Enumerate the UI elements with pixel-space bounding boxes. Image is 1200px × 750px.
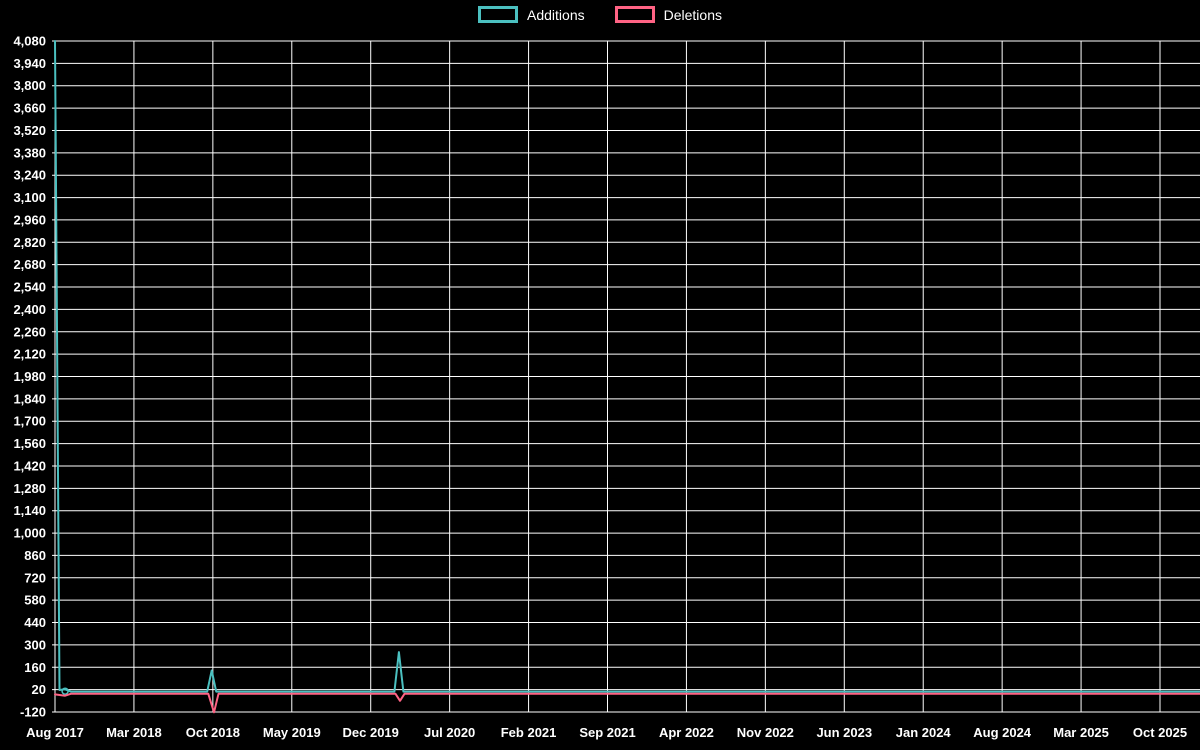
y-axis-tick-label: 3,660 (13, 101, 46, 116)
x-axis-tick-label: Apr 2022 (659, 725, 714, 740)
y-axis-tick-label: 2,400 (13, 302, 46, 317)
x-axis-tick-label: Jul 2020 (424, 725, 475, 740)
series-line-additions[interactable] (54, 40, 1200, 693)
y-axis-tick-label: 3,940 (13, 56, 46, 71)
y-axis-tick-label: 300 (24, 637, 46, 652)
x-axis-tick-label: Oct 2025 (1133, 725, 1187, 740)
y-axis-tick-label: 160 (24, 660, 46, 675)
y-axis-tick-label: 3,800 (13, 78, 46, 93)
y-axis-tick-label: 2,120 (13, 347, 46, 362)
x-axis-tick-label: Jan 2024 (896, 725, 952, 740)
x-axis-tick-label: Mar 2018 (106, 725, 162, 740)
legend-item-additions[interactable]: Additions (478, 6, 585, 23)
additions-swatch (478, 6, 519, 23)
x-axis-tick-label: Oct 2018 (186, 725, 240, 740)
legend-item-deletions[interactable]: Deletions (614, 6, 722, 23)
y-axis-tick-label: 2,260 (13, 324, 46, 339)
x-axis-tick-label: Aug 2024 (973, 725, 1032, 740)
x-axis-tick-label: Aug 2017 (26, 725, 84, 740)
deletions-swatch (614, 6, 655, 23)
y-axis-tick-label: 20 (32, 682, 46, 697)
y-axis-tick-label: 580 (24, 593, 46, 608)
y-axis-tick-label: 1,000 (13, 526, 46, 541)
x-axis-tick-label: Feb 2021 (501, 725, 557, 740)
y-axis-tick-label: 3,520 (13, 123, 46, 138)
y-axis-tick-label: -120 (20, 705, 46, 720)
y-axis-tick-label: 2,680 (13, 257, 46, 272)
y-axis-tick-label: 440 (24, 615, 46, 630)
y-axis-tick-label: 3,100 (13, 190, 46, 205)
y-axis-tick-label: 860 (24, 548, 46, 563)
y-axis-tick-label: 1,140 (13, 503, 46, 518)
additions-legend-label: Additions (527, 6, 585, 23)
y-axis-tick-label: 4,080 (13, 34, 46, 49)
y-axis-tick-label: 720 (24, 570, 46, 585)
y-axis-tick-label: 1,840 (13, 391, 46, 406)
chart-legend: Additions Deletions (0, 6, 1200, 23)
y-axis-tick-label: 1,280 (13, 481, 46, 496)
y-axis-tick-label: 2,820 (13, 235, 46, 250)
y-axis-tick-label: 1,700 (13, 414, 46, 429)
x-axis-tick-label: Mar 2025 (1053, 725, 1109, 740)
x-axis-tick-label: May 2019 (263, 725, 321, 740)
y-axis-tick-label: 2,960 (13, 212, 46, 227)
y-axis-tick-label: 3,240 (13, 168, 46, 183)
point-marker-additions[interactable] (61, 687, 69, 695)
y-axis-tick-label: 3,380 (13, 145, 46, 160)
x-axis-tick-label: Sep 2021 (579, 725, 635, 740)
y-axis-tick-label: 2,540 (13, 280, 46, 295)
deletions-legend-label: Deletions (663, 6, 722, 23)
y-axis-tick-label: 1,980 (13, 369, 46, 384)
series-line-deletions[interactable] (54, 692, 1200, 714)
x-axis-tick-label: Nov 2022 (737, 725, 794, 740)
y-axis-tick-label: 1,420 (13, 458, 46, 473)
x-axis-tick-label: Dec 2019 (343, 725, 399, 740)
x-axis-tick-label: Jun 2023 (816, 725, 872, 740)
y-axis-tick-label: 1,560 (13, 436, 46, 451)
